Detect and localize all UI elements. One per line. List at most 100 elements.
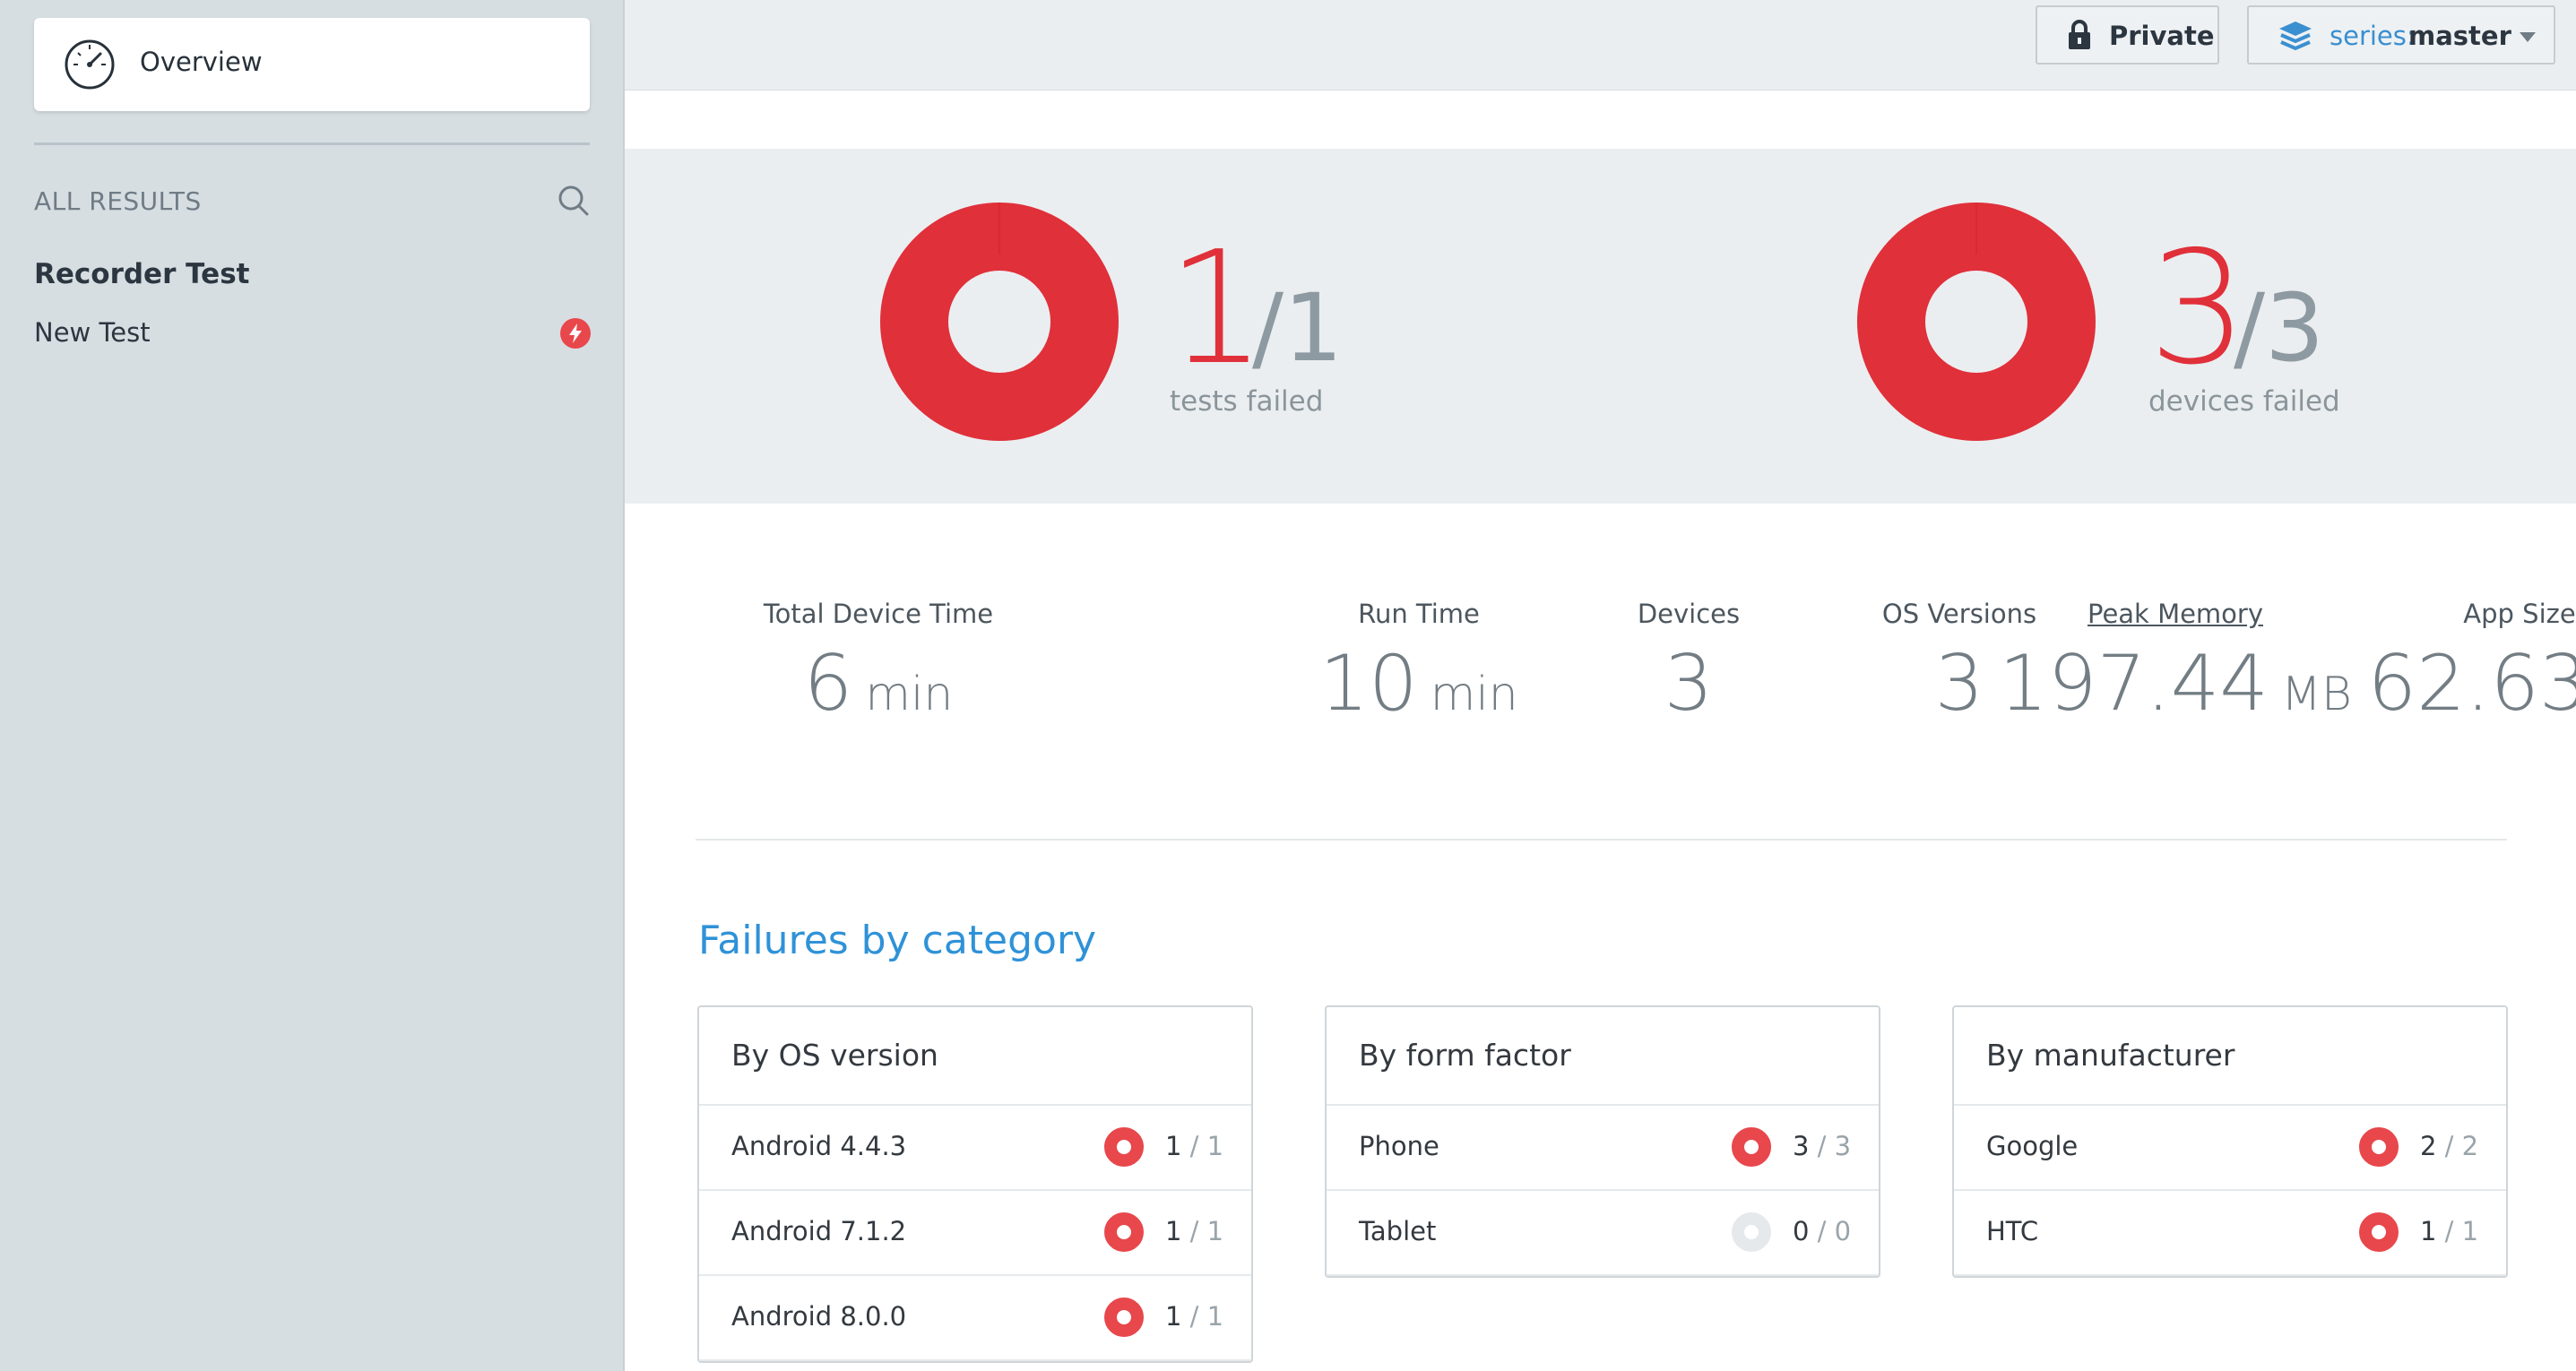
metric-label: Devices xyxy=(1637,599,1741,629)
count-separator: / xyxy=(1181,1216,1207,1246)
overview-nav-item[interactable]: Overview xyxy=(34,18,590,111)
fail-ring-icon xyxy=(1732,1127,1771,1167)
failed-count: 3 xyxy=(1793,1131,1810,1161)
category-row[interactable]: Android 8.0.0 1 / 1 xyxy=(699,1276,1251,1361)
devices-failed-caption: devices failed xyxy=(2148,385,2340,418)
main-content: Private series: master 1 /1 tests failed… xyxy=(625,0,2576,1371)
metric-total-device-time: Total Device Time 6 min xyxy=(735,599,1022,722)
category-card-title: By manufacturer xyxy=(1954,1007,2506,1106)
failed-count: 1 xyxy=(1165,1216,1182,1246)
peak-memory-link[interactable]: Peak Memory xyxy=(2087,599,2264,629)
sidebar-divider xyxy=(34,142,590,145)
fail-ring-icon xyxy=(2359,1127,2399,1167)
metric-os-versions: OS Versions 3 xyxy=(1816,599,2103,722)
total-count: 2 xyxy=(2461,1131,2479,1161)
category-card-title: By form factor xyxy=(1327,1007,1879,1106)
metric-value: 197.44 MB xyxy=(1996,645,2355,722)
category-row-label: Android 8.0.0 xyxy=(731,1301,907,1332)
total-count: 1 xyxy=(1206,1216,1224,1246)
series-key-label: series: xyxy=(2330,21,2416,51)
total-count: 3 xyxy=(1834,1131,1852,1161)
metric-number: 197.44 xyxy=(1999,639,2269,729)
category-row[interactable]: Android 4.4.3 1 / 1 xyxy=(699,1106,1251,1191)
devices-failed-donut xyxy=(1857,203,2096,441)
metric-value: 62.63MB xyxy=(2349,645,2576,722)
total-count: 0 xyxy=(1834,1216,1852,1246)
tests-failed-donut xyxy=(880,203,1119,441)
category-row[interactable]: Android 7.1.2 1 / 1 xyxy=(699,1191,1251,1276)
total-count: 1 xyxy=(2461,1216,2479,1246)
category-card-os-version: By OS version Android 4.4.3 1 / 1 Androi… xyxy=(697,1005,1253,1363)
metric-unit: min xyxy=(865,668,954,721)
metric-label: Total Device Time xyxy=(763,599,994,629)
total-count: 1 xyxy=(1206,1131,1224,1161)
fail-ring-icon xyxy=(1104,1298,1144,1337)
private-label: Private xyxy=(2109,21,2215,51)
test-item-label: New Test xyxy=(34,317,151,348)
series-dropdown[interactable]: series: master xyxy=(2247,5,2555,65)
category-row-count: 2 / 2 xyxy=(2420,1131,2478,1161)
tests-failed-count: 1 xyxy=(1167,218,1266,400)
devices-total-count: /3 xyxy=(2234,273,2325,383)
category-row-label: Tablet xyxy=(1359,1216,1437,1246)
category-card-form-factor: By form factor Phone 3 / 3 Tablet 0 / 0 xyxy=(1325,1005,1880,1278)
total-count: 1 xyxy=(1206,1301,1224,1332)
lock-icon xyxy=(2069,20,2090,49)
test-suite-name[interactable]: Recorder Test xyxy=(34,258,250,290)
count-separator: / xyxy=(1181,1131,1207,1161)
category-row[interactable]: HTC 1 / 1 xyxy=(1954,1191,2506,1276)
top-toolbar: Private series: master xyxy=(625,0,2576,91)
metric-value: 6 min xyxy=(735,645,1022,722)
count-separator: / xyxy=(2436,1131,2462,1161)
failure-bolt-icon xyxy=(560,318,591,349)
all-results-heading: ALL RESULTS xyxy=(34,186,202,216)
category-row-count: 1 / 1 xyxy=(1165,1216,1223,1246)
category-row-label: Google xyxy=(1986,1131,2079,1161)
category-row-count: 0 / 0 xyxy=(1793,1216,1851,1246)
metric-number: 3 xyxy=(1664,639,1714,729)
overview-label: Overview xyxy=(140,47,263,77)
sidebar: Overview ALL RESULTS Recorder Test New T… xyxy=(0,0,625,1371)
metric-number: 6 xyxy=(803,639,853,729)
metric-label: App Size xyxy=(2463,599,2576,629)
failed-count: 1 xyxy=(1165,1131,1182,1161)
metric-label: Run Time xyxy=(1358,599,1480,629)
layers-icon xyxy=(2279,22,2312,51)
metric-value: 10 min xyxy=(1275,645,1562,722)
empty-ring-icon xyxy=(1732,1212,1771,1252)
metric-app-size: App Size 62.63MB xyxy=(2349,599,2576,722)
category-row[interactable]: Google 2 / 2 xyxy=(1954,1106,2506,1191)
count-separator: / xyxy=(2436,1216,2462,1246)
sidebar-item-new-test[interactable]: New Test xyxy=(34,317,592,357)
failed-count: 0 xyxy=(1793,1216,1810,1246)
search-icon[interactable] xyxy=(556,183,592,219)
metric-devices: Devices 3 xyxy=(1545,599,1832,722)
metric-number: 10 xyxy=(1319,639,1418,729)
category-row-count: 1 / 1 xyxy=(2420,1216,2478,1246)
metric-label: OS Versions xyxy=(1881,599,2037,629)
category-row-label: Android 7.1.2 xyxy=(731,1216,907,1246)
failed-count: 1 xyxy=(1165,1301,1182,1332)
category-row-label: Phone xyxy=(1359,1131,1439,1161)
category-row-label: HTC xyxy=(1986,1216,2039,1246)
summary-band: 1 /1 tests failed 3 /3 devices failed xyxy=(625,149,2576,504)
speedometer-icon xyxy=(65,39,115,90)
category-card-manufacturer: By manufacturer Google 2 / 2 HTC 1 / 1 xyxy=(1952,1005,2508,1278)
fail-ring-icon xyxy=(1104,1127,1144,1167)
devices-failed-count: 3 xyxy=(2148,218,2248,400)
category-row[interactable]: Phone 3 / 3 xyxy=(1327,1106,1879,1191)
category-row[interactable]: Tablet 0 / 0 xyxy=(1327,1191,1879,1276)
fail-ring-icon xyxy=(2359,1212,2399,1252)
metric-unit: MB xyxy=(2281,668,2352,721)
count-separator: / xyxy=(1809,1131,1835,1161)
metric-value: 3 xyxy=(1545,645,1832,722)
private-button[interactable]: Private xyxy=(2036,5,2219,65)
failed-count: 2 xyxy=(2420,1131,2437,1161)
category-card-title: By OS version xyxy=(699,1007,1251,1106)
section-divider xyxy=(696,839,2507,841)
count-separator: / xyxy=(1181,1301,1207,1332)
metric-value: 3 xyxy=(1816,645,2103,722)
metric-number: 3 xyxy=(1934,639,1984,729)
category-row-count: 3 / 3 xyxy=(1793,1131,1851,1161)
metric-run-time: Run Time 10 min xyxy=(1275,599,1562,722)
